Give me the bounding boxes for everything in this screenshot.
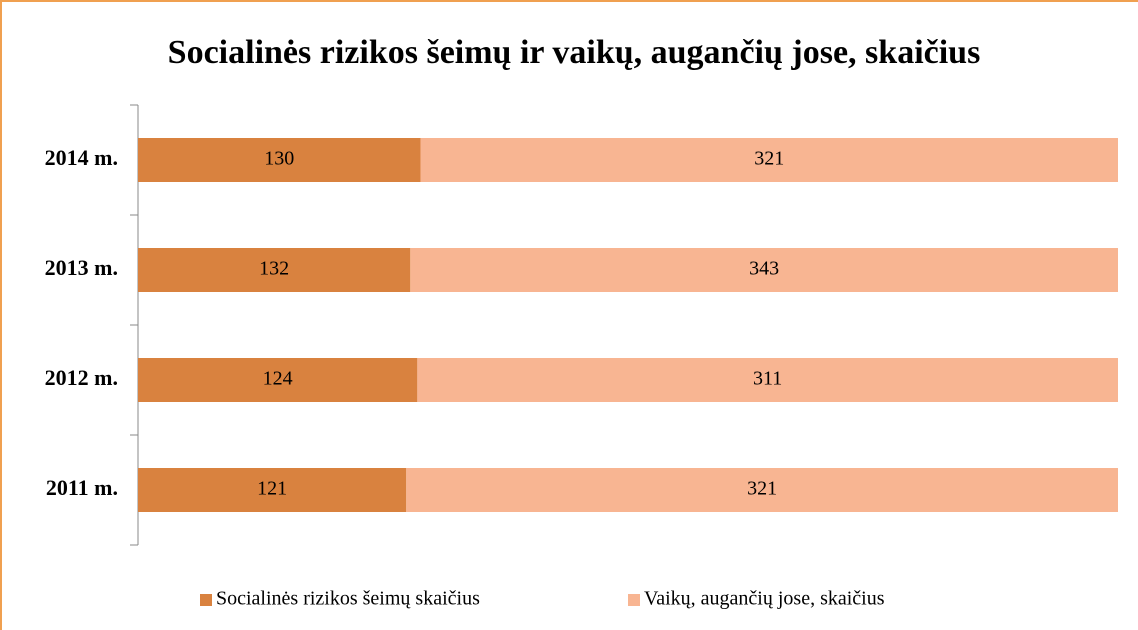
- legend-swatch: [628, 594, 640, 606]
- data-label: 132: [259, 258, 289, 280]
- bar-segment: [138, 358, 418, 402]
- y-tick-label: 2013 m.: [45, 255, 118, 280]
- data-label: 311: [753, 368, 782, 390]
- legend-swatch: [200, 594, 212, 606]
- bar-segment: [420, 138, 1118, 182]
- legend-label: Socialinės rizikos šeimų skaičius: [216, 588, 480, 610]
- data-label: 130: [264, 148, 294, 170]
- data-label: 343: [749, 258, 779, 280]
- legend-label: Vaikų, augančių jose, skaičius: [644, 588, 885, 610]
- y-tick-label: 2014 m.: [45, 145, 118, 170]
- data-label: 124: [263, 368, 293, 390]
- y-tick-label: 2012 m.: [45, 365, 118, 390]
- bar-segment: [410, 248, 1118, 292]
- data-label: 121: [257, 478, 287, 500]
- data-label: 321: [747, 478, 777, 500]
- chart-title: Socialinės rizikos šeimų ir vaikų, augan…: [168, 34, 981, 71]
- y-tick-label: 2011 m.: [46, 475, 118, 500]
- bar-segment: [406, 468, 1119, 512]
- bar-segment: [138, 468, 407, 512]
- data-label: 321: [754, 148, 784, 170]
- bar-segment: [138, 248, 411, 292]
- bar-segment: [138, 138, 421, 182]
- bar-segment: [417, 358, 1118, 402]
